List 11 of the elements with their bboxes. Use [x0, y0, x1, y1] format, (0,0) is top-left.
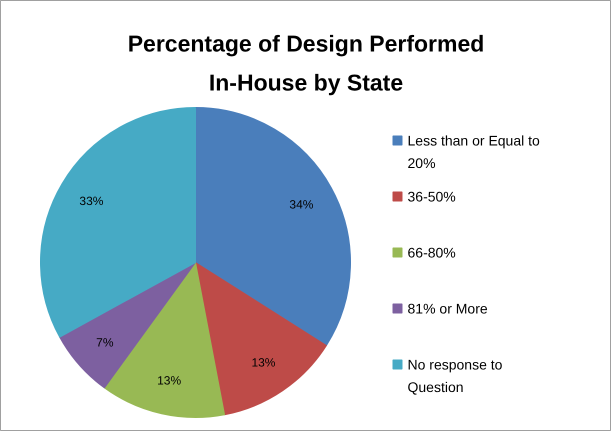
data-label: 13%: [157, 373, 182, 388]
data-label: 13%: [251, 355, 276, 370]
legend-label: 36-50%: [408, 188, 456, 204]
legend-label: 66-80%: [408, 244, 456, 260]
legend-label: No response to Question: [408, 356, 503, 395]
legend-label: Less than or Equal to 20%: [408, 132, 540, 171]
data-label: 33%: [79, 194, 104, 208]
data-label: 34%: [289, 197, 314, 212]
legend-label: 81% or More: [408, 300, 488, 316]
data-label: 7%: [96, 335, 114, 350]
chart-title: Percentage of Design Performed In-House by State: [128, 30, 484, 96]
